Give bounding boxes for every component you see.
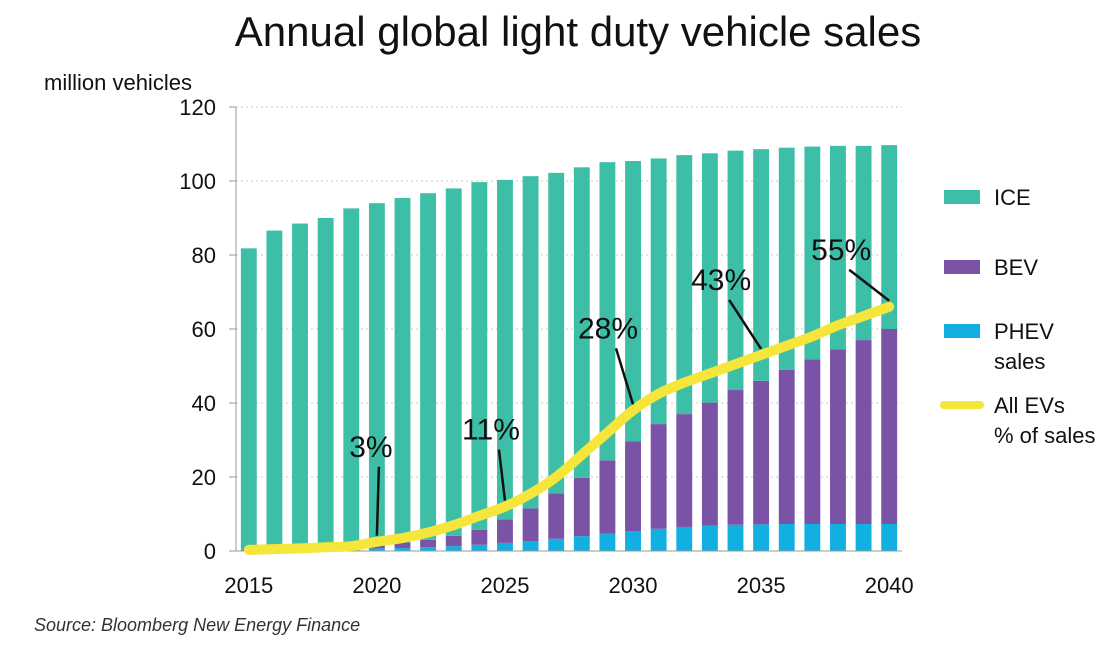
bar-phev-2038 [830, 524, 846, 551]
bar-phev-2023 [446, 546, 462, 551]
bar-bev-2034 [728, 390, 744, 525]
bar-phev-2037 [804, 524, 820, 551]
legend-label-phev: PHEV [994, 319, 1054, 344]
bar-bev-2025 [497, 520, 513, 543]
y-tick-label: 20 [192, 465, 216, 490]
bar-ice-2024 [471, 182, 487, 530]
legend-label-ev-share: All EVs [994, 393, 1065, 418]
bar-bev-2040 [881, 329, 897, 524]
bar-phev-2022 [420, 547, 436, 551]
bar-bev-2035 [753, 381, 769, 525]
bar-ice-2027 [548, 173, 564, 493]
annotation-label: 43% [691, 264, 751, 297]
bar-ice-2029 [599, 162, 615, 460]
bar-phev-2031 [651, 529, 667, 551]
stacked-bars [241, 145, 897, 551]
legend-label-phev: sales [994, 349, 1045, 374]
bar-phev-2036 [779, 524, 795, 551]
x-tick-label: 2015 [224, 573, 273, 598]
bar-ice-2025 [497, 180, 513, 520]
x-tick-label: 2035 [737, 573, 786, 598]
y-axis-unit-label: million vehicles [44, 70, 192, 95]
bar-bev-2022 [420, 540, 436, 547]
bar-ice-2021 [395, 198, 411, 542]
bar-bev-2039 [856, 340, 872, 524]
bar-ice-2016 [266, 231, 282, 550]
bar-ice-2031 [651, 158, 667, 424]
bar-ice-2036 [779, 148, 795, 370]
legend-label-ice: ICE [994, 185, 1031, 210]
bar-ice-2018 [318, 218, 334, 547]
chart-title: Annual global light duty vehicle sales [235, 8, 921, 55]
bar-bev-2028 [574, 478, 590, 536]
bar-phev-2039 [856, 524, 872, 551]
bar-bev-2038 [830, 349, 846, 524]
legend: ICE BEV PHEV sales All EVs % of sales [944, 185, 1096, 448]
bar-ice-2022 [420, 193, 436, 540]
bar-bev-2036 [779, 370, 795, 524]
y-tick-label: 120 [179, 95, 216, 120]
bar-ice-2015 [241, 248, 257, 550]
x-tick-label: 2020 [352, 573, 401, 598]
legend-label-bev: BEV [994, 255, 1038, 280]
x-axis-ticks: 2015 2020 2025 2030 2035 2040 [224, 573, 913, 598]
y-tick-label: 100 [179, 169, 216, 194]
bar-phev-2034 [728, 525, 744, 551]
gridlines [236, 107, 902, 477]
bar-bev-2031 [651, 424, 667, 529]
bar-bev-2032 [676, 414, 692, 527]
bar-bev-2030 [625, 441, 641, 531]
bar-ice-2017 [292, 224, 308, 549]
annotation-label: 3% [349, 431, 392, 464]
bar-ice-2023 [446, 188, 462, 535]
x-tick-label: 2030 [609, 573, 658, 598]
bar-phev-2029 [599, 534, 615, 551]
bar-phev-2032 [676, 527, 692, 551]
y-tick-label: 80 [192, 243, 216, 268]
bar-bev-2037 [804, 359, 820, 524]
legend-swatch-phev [944, 324, 980, 338]
y-tick-label: 40 [192, 391, 216, 416]
bar-phev-2026 [523, 541, 539, 551]
bar-ice-2040 [881, 145, 897, 329]
bar-ice-2035 [753, 149, 769, 381]
bar-ice-2019 [343, 208, 359, 546]
y-tick-label: 0 [204, 539, 216, 564]
y-axis-ticks: 0 20 40 60 80 100 120 [179, 95, 236, 564]
bar-phev-2030 [625, 531, 641, 551]
bar-bev-2029 [599, 460, 615, 533]
source-note: Source: Bloomberg New Energy Finance [34, 615, 360, 635]
bar-phev-2024 [471, 545, 487, 551]
bar-bev-2026 [523, 508, 539, 541]
x-tick-label: 2040 [865, 573, 914, 598]
bar-bev-2024 [471, 530, 487, 545]
bar-bev-2023 [446, 536, 462, 546]
y-tick-label: 60 [192, 317, 216, 342]
annotation-label: 28% [578, 312, 638, 345]
bar-bev-2027 [548, 493, 564, 539]
legend-swatch-ice [944, 190, 980, 204]
bar-phev-2035 [753, 524, 769, 551]
legend-label-ev-share: % of sales [994, 423, 1096, 448]
annotation-label: 55% [811, 234, 871, 267]
bar-ice-2026 [523, 176, 539, 508]
bar-phev-2040 [881, 524, 897, 551]
annotation-label: 11% [462, 414, 520, 447]
bar-phev-2028 [574, 536, 590, 551]
bar-phev-2033 [702, 525, 718, 551]
bar-phev-2027 [548, 539, 564, 551]
bar-bev-2033 [702, 403, 718, 526]
legend-swatch-bev [944, 260, 980, 274]
bar-phev-2025 [497, 543, 513, 551]
x-tick-label: 2025 [480, 573, 529, 598]
bar-ice-2030 [625, 161, 641, 441]
